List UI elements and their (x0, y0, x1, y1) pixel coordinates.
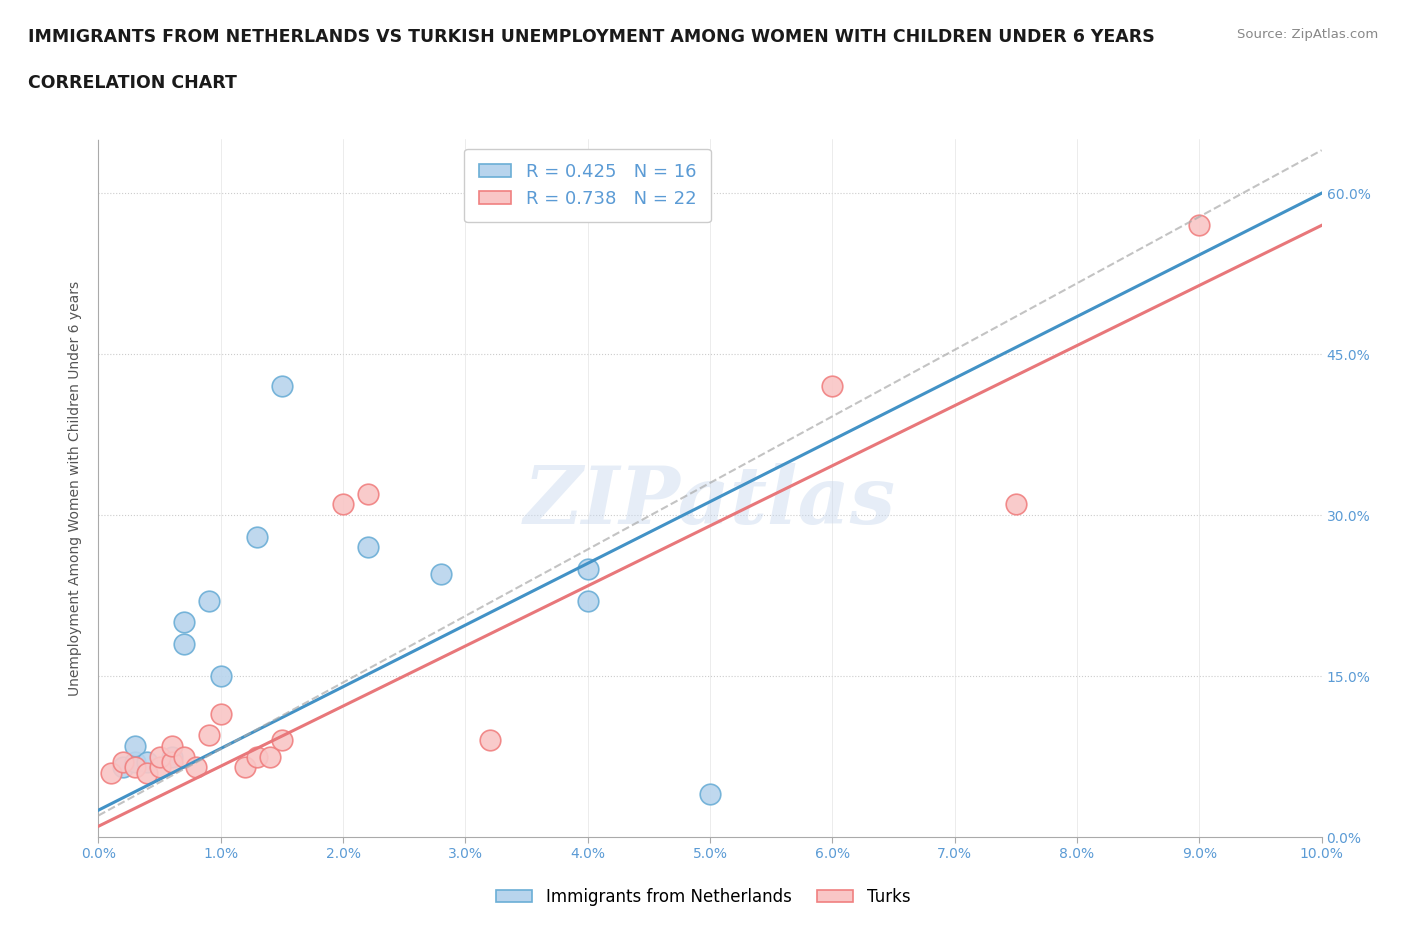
Text: IMMIGRANTS FROM NETHERLANDS VS TURKISH UNEMPLOYMENT AMONG WOMEN WITH CHILDREN UN: IMMIGRANTS FROM NETHERLANDS VS TURKISH U… (28, 28, 1154, 46)
Legend: R = 0.425   N = 16, R = 0.738   N = 22: R = 0.425 N = 16, R = 0.738 N = 22 (464, 149, 711, 222)
Point (124, 738, 146, 753)
Point (160, 754, 183, 769)
Point (270, 379, 292, 393)
Point (160, 749, 183, 764)
Point (136, 754, 159, 769)
Point (173, 615, 195, 630)
Point (576, 562, 599, 577)
Point (160, 738, 183, 753)
Point (821, 379, 844, 393)
Point (246, 749, 269, 764)
Point (209, 669, 232, 684)
Point (100, 765, 122, 780)
Point (356, 486, 378, 501)
Point (270, 733, 292, 748)
Point (259, 749, 281, 764)
Point (332, 497, 354, 512)
Point (173, 636, 195, 651)
Point (1004, 497, 1026, 512)
Text: Source: ZipAtlas.com: Source: ZipAtlas.com (1237, 28, 1378, 41)
Text: ZIPatlas: ZIPatlas (524, 463, 896, 541)
Point (124, 754, 146, 769)
Point (186, 760, 208, 775)
Point (173, 749, 195, 764)
Point (1188, 218, 1211, 232)
Y-axis label: Unemployment Among Women with Children Under 6 years: Unemployment Among Women with Children U… (69, 281, 83, 696)
Point (699, 787, 721, 802)
Point (197, 727, 219, 742)
Point (356, 539, 378, 554)
Point (233, 760, 256, 775)
Point (111, 754, 134, 769)
Point (430, 566, 453, 581)
Point (111, 760, 134, 775)
Point (124, 760, 146, 775)
Legend: Immigrants from Netherlands, Turks: Immigrants from Netherlands, Turks (489, 881, 917, 912)
Point (576, 593, 599, 608)
Point (246, 529, 269, 544)
Point (149, 749, 172, 764)
Point (136, 765, 159, 780)
Point (478, 733, 501, 748)
Point (209, 706, 232, 721)
Point (197, 593, 219, 608)
Text: CORRELATION CHART: CORRELATION CHART (28, 74, 238, 92)
Point (149, 760, 172, 775)
